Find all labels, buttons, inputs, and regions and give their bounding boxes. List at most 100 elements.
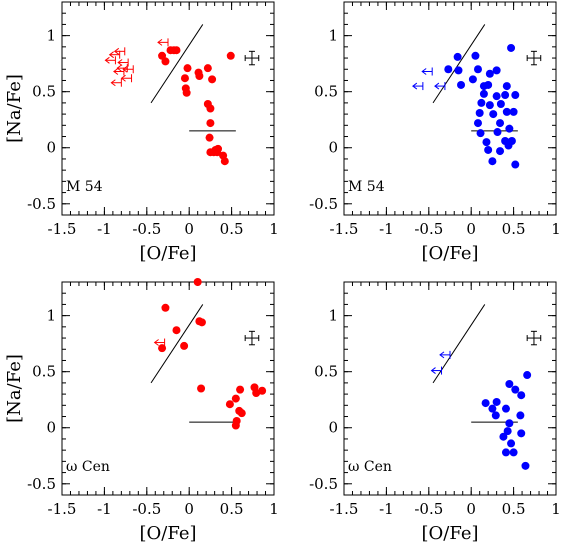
y-tick-label: -0.5 [309, 475, 338, 493]
data-point [492, 66, 501, 75]
panel-label: M 54 [348, 179, 385, 195]
upper-limit-head [113, 47, 120, 55]
data-point [496, 119, 505, 128]
y-tick-label: 0.5 [314, 363, 338, 381]
y-tick-label: 1 [46, 27, 56, 45]
data-point [206, 104, 215, 113]
data-point [161, 303, 170, 312]
data-point [444, 65, 453, 74]
x-tick-label: 1 [551, 500, 561, 518]
data-point [237, 409, 246, 418]
data-point [193, 278, 202, 286]
data-point [453, 52, 462, 61]
y-tick-label: 1 [328, 307, 338, 325]
upper-limit-arrow [122, 65, 134, 74]
data-point [496, 147, 505, 156]
data-point [252, 388, 261, 397]
data-point [511, 91, 520, 100]
data-point [516, 411, 525, 420]
data-point [197, 318, 206, 327]
data-point [457, 80, 466, 89]
upper-limit-head [110, 79, 116, 87]
upper-limit-head [439, 351, 445, 359]
x-tick-label: 1 [269, 220, 279, 238]
anticorrelation-line [432, 24, 486, 104]
data-point [203, 64, 212, 73]
data-point [180, 74, 189, 83]
upper-limit-head [122, 65, 128, 73]
anticorrelation-line [432, 304, 486, 384]
upper-limit-head [153, 339, 159, 346]
x-tick-label: 0 [184, 220, 194, 238]
data-point [473, 65, 482, 74]
data-point [476, 129, 485, 138]
x-tick-label: -1 [97, 220, 112, 238]
x-tick-label: -0.5 [414, 220, 443, 238]
x-tick-label: -0.5 [132, 500, 161, 518]
data-point [492, 92, 501, 101]
upper-limit-arrow [116, 64, 128, 73]
x-tick-label: 0.5 [220, 220, 244, 238]
data-point [501, 404, 510, 413]
plot-frame [61, 1, 275, 216]
x-tick-label: 1 [269, 500, 279, 518]
data-point [182, 88, 191, 97]
upper-limit-head [434, 82, 440, 90]
data-point [496, 100, 505, 109]
upper-limit-head [120, 74, 126, 82]
data-point [481, 399, 490, 408]
upper-limit-head [157, 38, 163, 46]
data-point [501, 91, 510, 100]
data-point [468, 75, 477, 84]
upper-limit-head [116, 64, 122, 72]
panel-label: ω Cen [348, 459, 392, 475]
data-point [211, 145, 220, 154]
data-point [502, 82, 511, 91]
plot-frame [343, 281, 557, 496]
y-axis-label: [Na/Fe] [4, 354, 25, 423]
data-point [511, 385, 520, 394]
upper-limit-arrow [117, 58, 129, 67]
x-tick-label: 0 [466, 500, 476, 518]
y-axis-label: [Na/Fe] [4, 74, 25, 143]
panel-label: M 54 [66, 179, 103, 195]
plot-frame [61, 281, 275, 496]
x-tick-label: -1.5 [48, 220, 77, 238]
y-tick-label: -0.5 [27, 475, 56, 493]
data-point [509, 448, 518, 457]
y-tick-label: 0.5 [32, 83, 56, 101]
data-point [475, 108, 484, 117]
data-point [502, 107, 511, 116]
data-point [505, 124, 514, 133]
data-point [489, 110, 498, 119]
data-point [505, 419, 514, 428]
data-point [161, 57, 170, 66]
plot-frame [343, 1, 557, 216]
data-point [231, 421, 240, 430]
data-point [172, 326, 181, 335]
data-point [488, 157, 497, 166]
y-tick-label: -0.5 [27, 195, 56, 213]
data-point [195, 71, 204, 80]
data-point [482, 138, 491, 147]
x-axis-label: [O/Fe] [139, 243, 196, 264]
upper-limit-head [421, 68, 427, 75]
data-point [236, 385, 245, 394]
upper-limit-arrow [110, 78, 122, 87]
data-point [473, 119, 482, 128]
x-tick-label: -1 [379, 220, 394, 238]
anticorrelation-line [150, 304, 204, 384]
data-point [485, 69, 494, 78]
y-tick-label: 0 [328, 139, 338, 157]
data-point [504, 141, 513, 150]
upper-limit-head [430, 367, 436, 374]
upper-limit-arrow [113, 67, 125, 76]
x-tick-label: -1 [97, 500, 112, 518]
x-tick-label: 0.5 [502, 500, 526, 518]
upper-limit-arrow [412, 82, 424, 91]
upper-limit-head [113, 68, 119, 75]
panel-label: ω Cen [66, 459, 110, 475]
data-point [499, 432, 508, 441]
data-point [491, 411, 500, 420]
data-point [505, 380, 514, 389]
